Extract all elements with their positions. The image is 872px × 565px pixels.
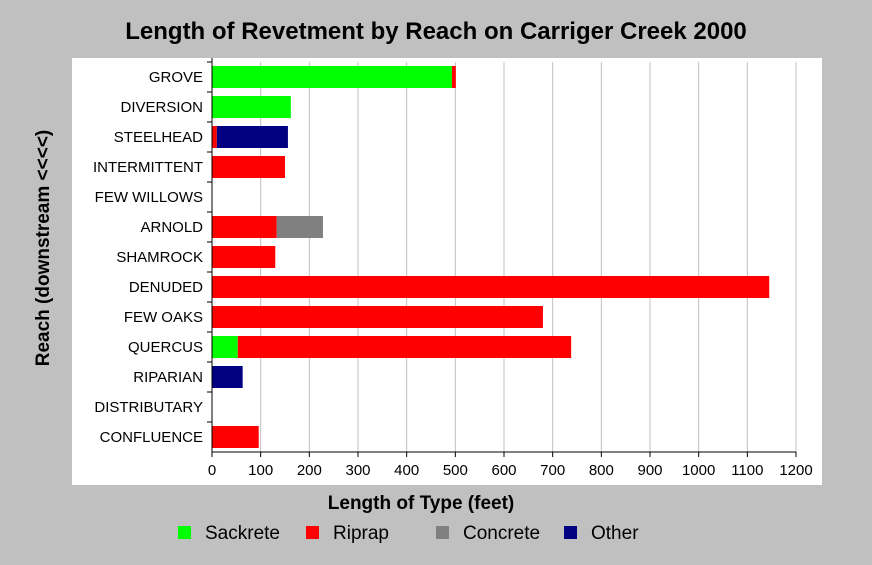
legend-swatch [306, 526, 319, 539]
category-label: DISTRIBUTARY [94, 399, 203, 416]
bar-segment [212, 336, 238, 358]
x-tick-label: 300 [345, 462, 370, 479]
tick-labels: 0 100 200 300 400 500 600 700 800 900 1000 1100 1200 [208, 462, 813, 479]
bar-segment [237, 336, 572, 358]
bar-segment [212, 366, 243, 388]
x-tick-label: 1000 [682, 462, 715, 479]
category-label: DIVERSION [120, 99, 203, 116]
category-label: STEELHEAD [114, 129, 203, 146]
category-label: INTERMITTENT [93, 159, 203, 176]
x-tick-label: 1200 [779, 462, 812, 479]
bar-segment [212, 276, 770, 298]
chart-title: Length of Revetment by Reach on Carriger… [125, 18, 747, 45]
x-tick-label: 100 [248, 462, 273, 479]
bar-segment [212, 426, 259, 448]
bar-segment [216, 126, 288, 148]
category-label: ARNOLD [140, 219, 203, 236]
x-tick-label: 700 [540, 462, 565, 479]
plot-panel [72, 58, 822, 485]
bar-segment [451, 66, 456, 88]
grid-lines [260, 62, 797, 452]
legend-label: Sackrete [205, 523, 280, 544]
legend-label: Concrete [463, 523, 541, 544]
x-tick-label: 0 [208, 462, 216, 479]
bar-segment [212, 216, 277, 238]
category-labels: GROVE DIVERSION STEELHEAD INTERMITTENT FEW W… [93, 69, 203, 446]
bar-segment [212, 66, 452, 88]
bar-segment [212, 246, 276, 268]
category-label: DENUDED [129, 279, 203, 296]
x-tick-label: 900 [637, 462, 662, 479]
bar-segment [212, 96, 291, 118]
legend-swatch [436, 526, 449, 539]
bar-segment [276, 216, 323, 238]
legend-label: Other [591, 523, 639, 544]
x-tick-label: 200 [297, 462, 322, 479]
category-label: CONFLUENCE [100, 429, 203, 446]
x-axis-label: Length of Type (feet) [327, 493, 515, 514]
bar-segment [212, 306, 543, 328]
category-label: RIPARIAN [133, 369, 203, 386]
y-axis-label: Reach (downstream <<<<) [33, 129, 54, 367]
category-label: SHAMROCK [116, 249, 203, 266]
bar-segment [212, 156, 285, 178]
category-label: QUERCUS [128, 339, 203, 356]
x-tick-label: 1100 [731, 462, 763, 479]
x-tick-label: 500 [443, 462, 468, 479]
legend-swatch [564, 526, 577, 539]
legend-label: Riprap [333, 523, 389, 544]
legend-swatch [178, 526, 191, 539]
category-label: FEW OAKS [124, 309, 203, 326]
bars [212, 66, 770, 448]
category-label: FEW WILLOWS [95, 189, 203, 206]
x-tick-label: 400 [394, 462, 419, 479]
axes [207, 58, 797, 457]
bar-segment [212, 126, 217, 148]
x-tick-label: 600 [491, 462, 516, 479]
category-label: GROVE [149, 69, 203, 86]
x-tick-label: 800 [589, 462, 614, 479]
